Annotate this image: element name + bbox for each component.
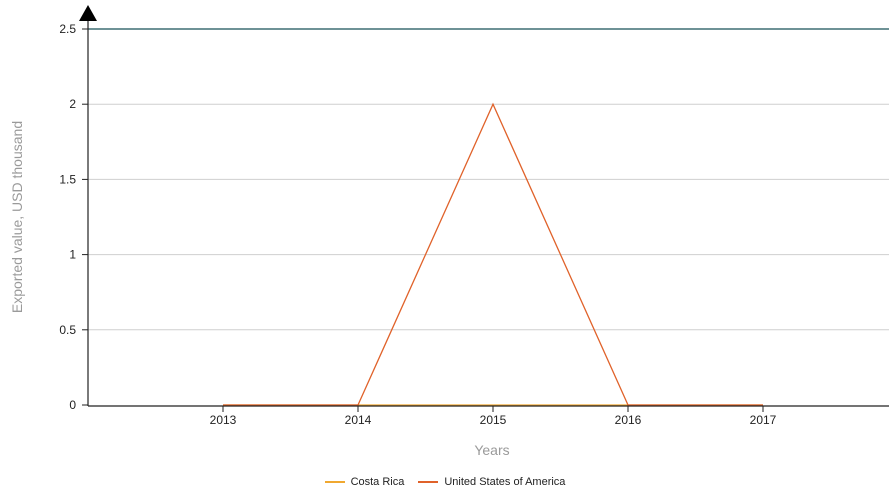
legend-label-0: Costa Rica — [350, 476, 405, 488]
y-tick-label-1: 0.5 — [59, 323, 76, 337]
y-tick-label-3: 1.5 — [59, 172, 76, 186]
series-lines — [223, 102, 763, 406]
x-tick-label-4: 2017 — [750, 413, 777, 427]
legend-swatch-0 — [324, 481, 345, 483]
axes — [79, 5, 889, 412]
series-line-1 — [223, 102, 763, 406]
x-axis-title: Years — [474, 442, 509, 458]
y-axis-title: Exported value, USD thousand — [9, 121, 25, 313]
tick-labels: 0 0.5 1 1.5 2 2.5 2013 2014 2015 2016 2017 — [59, 22, 776, 427]
legend: Costa Rica United States of America — [0, 476, 890, 488]
y-tick-label-2: 1 — [69, 248, 76, 262]
legend-swatch-1 — [418, 481, 439, 483]
chart: 0 0.5 1 1.5 2 2.5 2013 2014 2015 2016 2017 Exporte… — [9, 5, 889, 458]
x-tick-label-3: 2016 — [615, 413, 642, 427]
legend-item-1: United States of America — [418, 476, 565, 488]
legend-item-0: Costa Rica — [324, 476, 405, 488]
x-tick-label-2: 2015 — [480, 413, 507, 427]
legend-label-1: United States of America — [444, 476, 566, 488]
x-tick-label-0: 2013 — [210, 413, 237, 427]
grid-lines — [88, 28, 889, 331]
y-tick-label-5: 2.5 — [59, 22, 76, 36]
y-tick-label-4: 2 — [69, 97, 76, 111]
y-tick-label-0: 0 — [69, 398, 76, 412]
y-axis-arrow-icon — [79, 5, 97, 21]
x-tick-label-1: 2014 — [345, 413, 372, 427]
